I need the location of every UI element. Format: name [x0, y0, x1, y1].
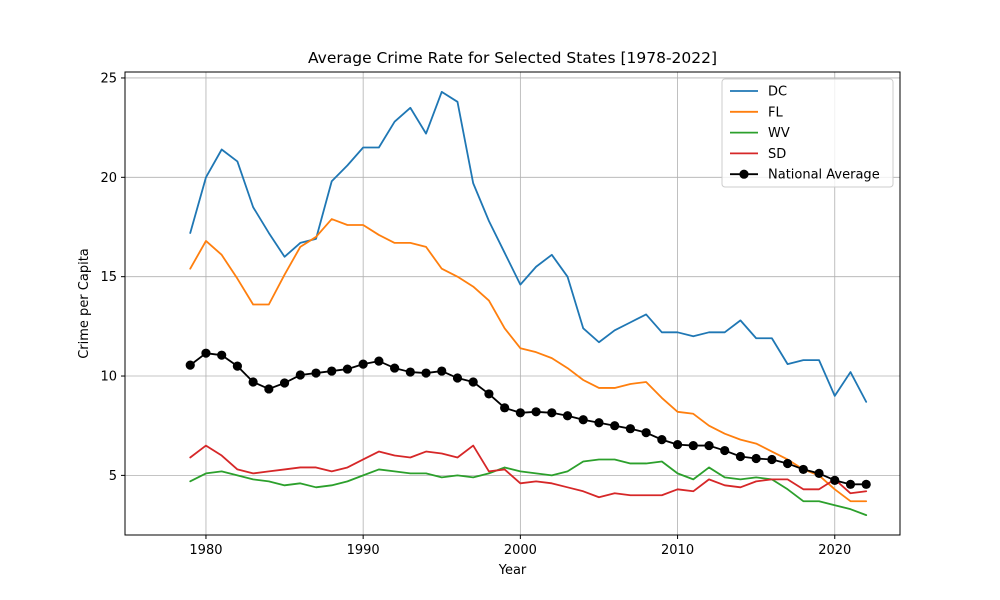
data-point-national-average — [641, 428, 651, 438]
y-tick-label: 25 — [100, 71, 117, 86]
y-axis-title: Crime per Capita — [77, 248, 92, 359]
data-point-national-average — [468, 377, 478, 387]
data-point-national-average — [751, 453, 761, 464]
data-point-national-average — [279, 378, 290, 388]
data-point-national-average — [720, 445, 730, 456]
series-line-sd — [189, 444, 868, 499]
x-axis-title: Year — [498, 563, 527, 578]
legend-label-national-average: National Average — [768, 168, 880, 183]
data-point-national-average — [232, 361, 242, 371]
data-point-national-average — [327, 366, 337, 376]
data-point-national-average — [845, 479, 856, 489]
data-point-national-average — [688, 440, 698, 451]
x-tick-label: 1990 — [347, 543, 380, 558]
y-tick-label: 15 — [100, 270, 117, 285]
data-point-national-average — [217, 350, 227, 360]
data-point-national-average — [185, 360, 195, 370]
data-point-national-average — [625, 424, 636, 434]
x-axis-ticks: 1980 1990 2000 2010 2020 — [189, 535, 851, 558]
data-point-national-average — [437, 366, 447, 376]
x-tick-label: 1980 — [189, 543, 222, 558]
data-point-national-average — [405, 367, 415, 377]
legend-label-dc: DC — [768, 85, 787, 100]
data-point-national-average — [531, 407, 541, 417]
data-point-national-average — [452, 373, 463, 383]
data-point-national-average — [814, 468, 824, 478]
data-point-national-average — [201, 348, 211, 358]
data-point-national-average — [594, 418, 604, 428]
data-point-national-average — [500, 403, 510, 413]
data-point-national-average — [861, 479, 871, 489]
data-point-national-average — [767, 454, 777, 465]
data-point-national-average — [311, 368, 321, 378]
data-point-national-average — [578, 415, 588, 425]
data-point-national-average — [672, 439, 683, 450]
data-point-national-average — [735, 451, 746, 462]
data-point-national-average — [295, 370, 305, 380]
legend-marker-national-average — [739, 169, 749, 179]
y-tick-label: 20 — [100, 171, 117, 186]
data-point-national-average — [515, 408, 525, 418]
legend-box — [721, 78, 894, 188]
legend-label-sd: SD — [768, 147, 786, 162]
x-tick-label: 2020 — [818, 543, 851, 558]
data-point-national-average — [798, 464, 808, 475]
x-tick-label: 2000 — [504, 543, 537, 558]
data-point-national-average — [547, 408, 557, 418]
data-point-national-average — [248, 377, 258, 387]
plot-frame — [124, 71, 901, 536]
data-point-national-average — [358, 359, 368, 369]
national-average-markers — [185, 348, 871, 489]
legend: DC FL WV SD National Average — [721, 78, 894, 188]
data-point-national-average — [830, 475, 840, 485]
data-point-national-average — [264, 384, 274, 394]
data-point-national-average — [389, 363, 400, 373]
data-point-national-average — [657, 435, 667, 445]
legend-label-wv: WV — [768, 126, 790, 141]
data-point-national-average — [610, 421, 620, 431]
x-tick-label: 2010 — [661, 543, 694, 558]
legend-label-fl: FL — [768, 105, 783, 120]
y-axis-ticks: 5 10 15 20 25 — [100, 71, 125, 484]
data-point-national-average — [421, 368, 431, 378]
y-tick-label: 10 — [100, 370, 117, 385]
chart-title: Average Crime Rate for Selected States [… — [308, 49, 717, 67]
series-line-dc — [189, 90, 868, 403]
y-tick-label: 5 — [109, 469, 117, 484]
series-line-wv — [189, 458, 868, 517]
series-lines — [189, 90, 868, 517]
data-point-national-average — [374, 356, 384, 366]
data-point-national-average — [562, 411, 573, 421]
data-point-national-average — [783, 458, 793, 469]
data-point-national-average — [704, 440, 714, 451]
data-point-national-average — [342, 364, 353, 374]
data-point-national-average — [484, 389, 494, 399]
series-line-fl — [189, 218, 868, 503]
